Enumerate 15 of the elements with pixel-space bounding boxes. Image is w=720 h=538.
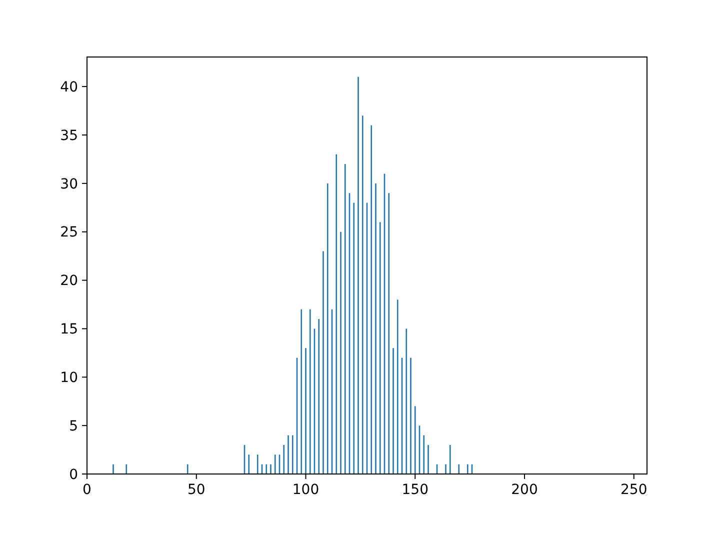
x-tick-label: 200 [511, 482, 538, 498]
x-tick-label: 50 [187, 482, 206, 498]
y-tick-label: 25 [60, 224, 78, 241]
x-tick-label: 150 [402, 482, 428, 498]
y-tick-label: 40 [60, 79, 78, 96]
y-tick-label: 0 [69, 466, 78, 483]
y-tick-label: 20 [60, 273, 78, 290]
x-tick-label: 100 [292, 482, 320, 498]
y-tick-label: 35 [60, 128, 78, 144]
y-tick-label: 10 [60, 370, 78, 386]
x-tick-label: 0 [82, 482, 92, 498]
y-tick-label: 5 [69, 418, 78, 434]
y-tick-label: 30 [60, 176, 78, 192]
x-tick-label: 250 [620, 482, 648, 498]
y-tick-label: 15 [60, 322, 78, 338]
